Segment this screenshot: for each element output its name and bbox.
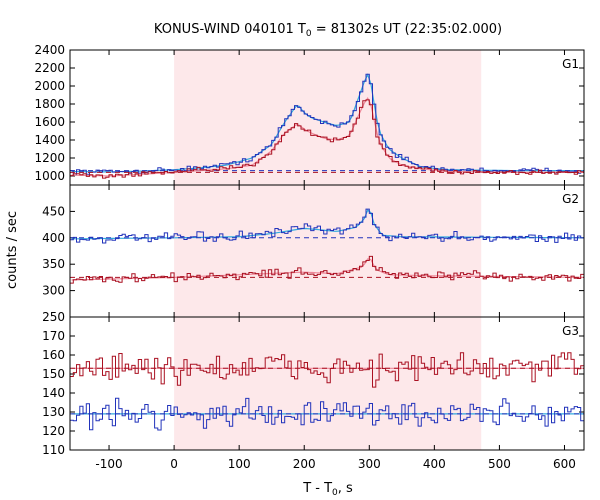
y-tick-label: 450 [42, 204, 65, 218]
upper-series-line [70, 208, 585, 244]
x-tick-label: -100 [95, 457, 122, 471]
x-axis-label: T - T0, s [302, 481, 353, 498]
y-tick-label: 1200 [34, 151, 65, 165]
y-tick-label: 2000 [34, 79, 65, 93]
x-tick-label: 200 [293, 457, 316, 471]
x-tick-label: 500 [488, 457, 511, 471]
panel-label: G1 [562, 57, 579, 71]
plot-area: 10001200140016001800200022002400G1250300… [34, 43, 585, 471]
highlight-interval [174, 50, 482, 450]
y-tick-label: 110 [42, 443, 65, 457]
y-tick-label: 150 [42, 367, 65, 381]
panel-label: G3 [562, 324, 579, 338]
y-tick-label: 400 [42, 231, 65, 245]
upper-series-line [70, 397, 585, 431]
y-axis-label: counts / sec [5, 211, 20, 289]
y-tick-label: 120 [42, 424, 65, 438]
lower-series-line [70, 99, 585, 179]
y-tick-label: 350 [42, 257, 65, 271]
upper-series-line [70, 73, 585, 176]
panel-frame [69, 316, 585, 451]
x-tick-label: 0 [170, 457, 178, 471]
y-tick-label: 130 [42, 405, 65, 419]
lower-series-line [70, 352, 585, 388]
lower-series-line [70, 255, 585, 284]
y-tick-label: 1000 [34, 169, 65, 183]
y-tick-label: 1400 [34, 133, 65, 147]
y-tick-label: 1600 [34, 115, 65, 129]
y-tick-label: 2200 [34, 61, 65, 75]
y-tick-label: 250 [42, 310, 65, 324]
x-tick-label: 600 [553, 457, 576, 471]
y-tick-label: 300 [42, 284, 65, 298]
y-tick-label: 2400 [34, 43, 65, 57]
panel-label: G2 [562, 192, 579, 206]
y-tick-label: 1800 [34, 97, 65, 111]
x-tick-label: 100 [228, 457, 251, 471]
y-tick-label: 160 [42, 348, 65, 362]
y-tick-label: 170 [42, 329, 65, 343]
y-tick-label: 140 [42, 386, 65, 400]
x-tick-label: 300 [358, 457, 381, 471]
chart-title: KONUS-WIND 040101 T0 = 81302s UT (22:35:… [154, 22, 502, 39]
x-tick-label: 400 [423, 457, 446, 471]
